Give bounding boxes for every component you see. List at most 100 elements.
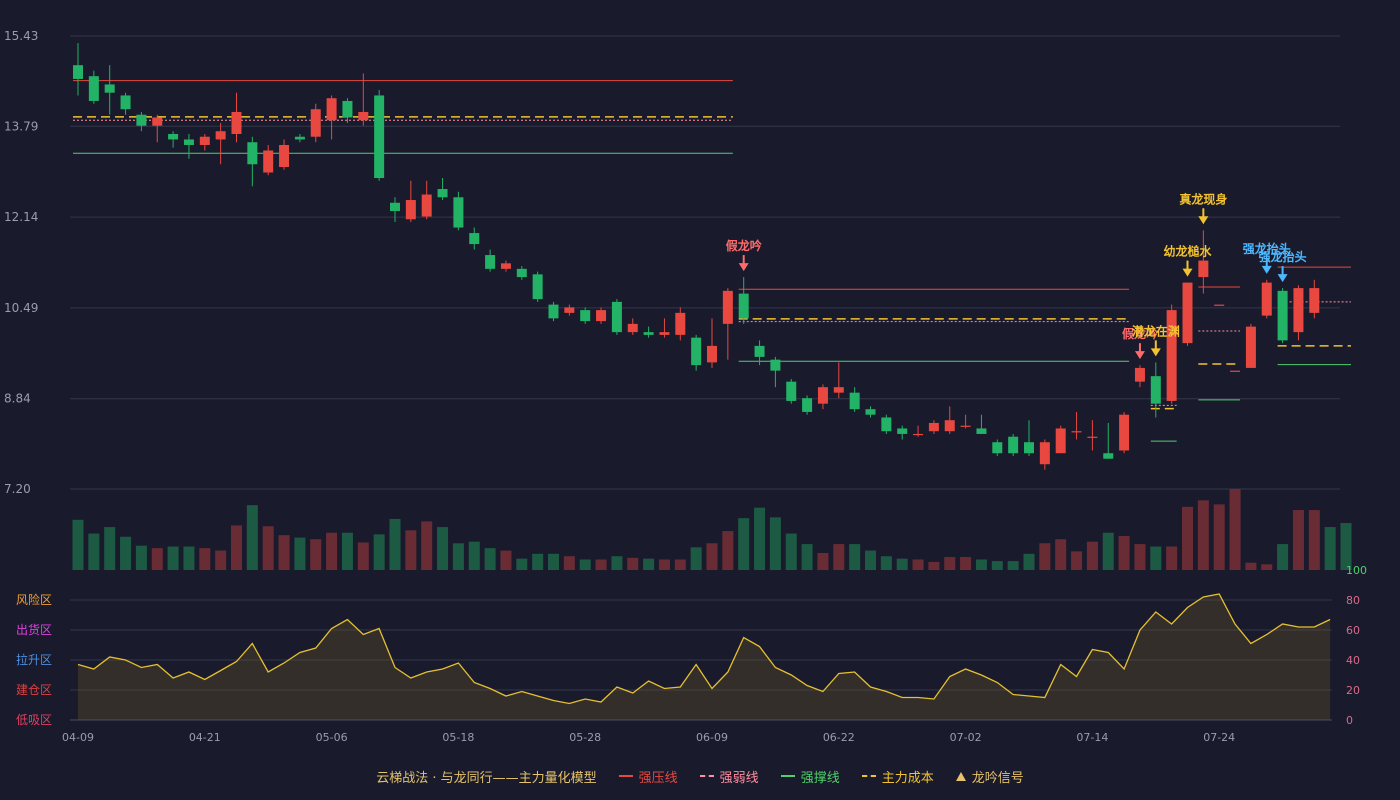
volume-bar	[1197, 500, 1209, 570]
volume-bar	[452, 543, 464, 570]
osc-tick-label: 40	[1346, 654, 1360, 667]
osc-line	[77, 593, 1331, 705]
osc-tick-label: 80	[1346, 594, 1360, 607]
candle-body	[770, 359, 781, 371]
volume-bar	[674, 559, 686, 570]
candle-body	[453, 197, 464, 228]
candle-body	[374, 95, 385, 179]
candle-body	[1039, 442, 1050, 465]
candle-body	[691, 337, 702, 366]
volume-bar	[357, 542, 369, 570]
volume-bar	[1118, 535, 1130, 570]
volume-bar	[817, 552, 829, 570]
volume-bar	[151, 548, 163, 570]
legend-item-support[interactable]: 强撑线	[780, 767, 840, 786]
volume-bar	[1134, 544, 1146, 570]
volume-bar	[579, 559, 591, 570]
candle-body	[485, 255, 496, 269]
price-tick-label: 8.84	[4, 392, 31, 406]
price-tick-label: 10.49	[4, 301, 38, 315]
volume-bar	[595, 559, 607, 570]
osc-tick-label: 0	[1346, 714, 1353, 727]
x-tick-label: 06-22	[823, 731, 855, 744]
volume-bar	[1150, 546, 1162, 570]
signal-arrow-icon	[1198, 216, 1209, 225]
volume-bar	[754, 507, 766, 570]
candle-body	[1277, 290, 1288, 341]
candle-body	[738, 293, 749, 319]
candle-body	[1245, 326, 1256, 368]
candle-body	[1134, 367, 1145, 382]
candle-body	[865, 409, 876, 415]
candle-body	[596, 310, 607, 322]
candle-body	[897, 428, 908, 434]
cost-swatch	[861, 775, 876, 777]
volume-bar	[563, 556, 575, 570]
volume-bar	[611, 556, 623, 570]
zone-label: 拉升区	[16, 652, 52, 667]
candle-body	[1087, 436, 1098, 438]
candle-body	[960, 425, 971, 427]
osc-tick-label: 100	[1346, 564, 1367, 577]
oscillator-gridlines	[70, 599, 1332, 721]
legend-item-weak-line[interactable]: 强弱线	[699, 767, 759, 786]
candle-body	[881, 417, 892, 432]
candle-body	[548, 304, 559, 319]
volume-bar	[1308, 510, 1320, 570]
volume-bar	[801, 544, 813, 570]
candle-body	[120, 95, 131, 110]
candle-body	[913, 433, 924, 436]
volume-bar	[1086, 541, 1098, 570]
volume-bar	[516, 558, 528, 570]
volume-bar	[975, 559, 987, 570]
candle-body	[358, 111, 369, 121]
volume-bar	[690, 547, 702, 570]
signal-arrow-icon	[738, 263, 749, 272]
support-swatch	[780, 775, 795, 777]
volume-bar	[310, 539, 322, 570]
signal-arrow-icon	[1277, 274, 1288, 283]
candle-body	[199, 136, 210, 145]
candle-body	[707, 345, 717, 363]
candle-body	[1119, 414, 1130, 451]
candle-body	[437, 189, 448, 198]
volume-bar	[1055, 539, 1067, 570]
candle-body	[279, 144, 290, 168]
signal-label: 强龙抬头	[1243, 241, 1291, 256]
volume-bar	[120, 536, 132, 570]
candle-body	[136, 114, 147, 126]
volume-bar	[1229, 489, 1241, 570]
price-tick-label: 15.43	[4, 29, 38, 43]
candle-body	[580, 310, 591, 322]
volume-bar	[1071, 551, 1083, 570]
x-tick-label: 07-14	[1076, 731, 1108, 744]
legend-item-strong-pressure[interactable]: 强压线	[618, 767, 678, 786]
candle-body	[247, 142, 258, 165]
legend-item-cost[interactable]: 主力成本	[861, 767, 934, 786]
volume-bar	[373, 534, 385, 570]
signal-arrow-icon	[1134, 351, 1145, 360]
volume-bar	[278, 535, 290, 570]
volume-bar	[437, 527, 449, 570]
candle-body	[342, 100, 353, 118]
volume-bar	[72, 519, 84, 570]
volume-bar	[1324, 527, 1336, 570]
candle-body	[928, 422, 939, 432]
volume-bar	[468, 541, 480, 570]
signal-label: 潜龙在渊	[1132, 323, 1180, 338]
candle-body	[1150, 376, 1161, 404]
candle-body	[152, 117, 163, 126]
volume-bar	[849, 544, 861, 570]
volume-bar	[738, 518, 750, 570]
volume-bar	[183, 546, 195, 570]
candle-body	[976, 428, 987, 434]
candle-body	[643, 332, 654, 335]
price-gridlines	[70, 35, 1340, 490]
candle-body	[168, 133, 179, 140]
candle-body	[817, 387, 828, 404]
legend-item-signal[interactable]: 龙吟信号	[955, 767, 1024, 786]
signal-arrow-icon	[1150, 348, 1161, 357]
candle-body	[1103, 453, 1114, 459]
candle-body	[722, 290, 733, 324]
